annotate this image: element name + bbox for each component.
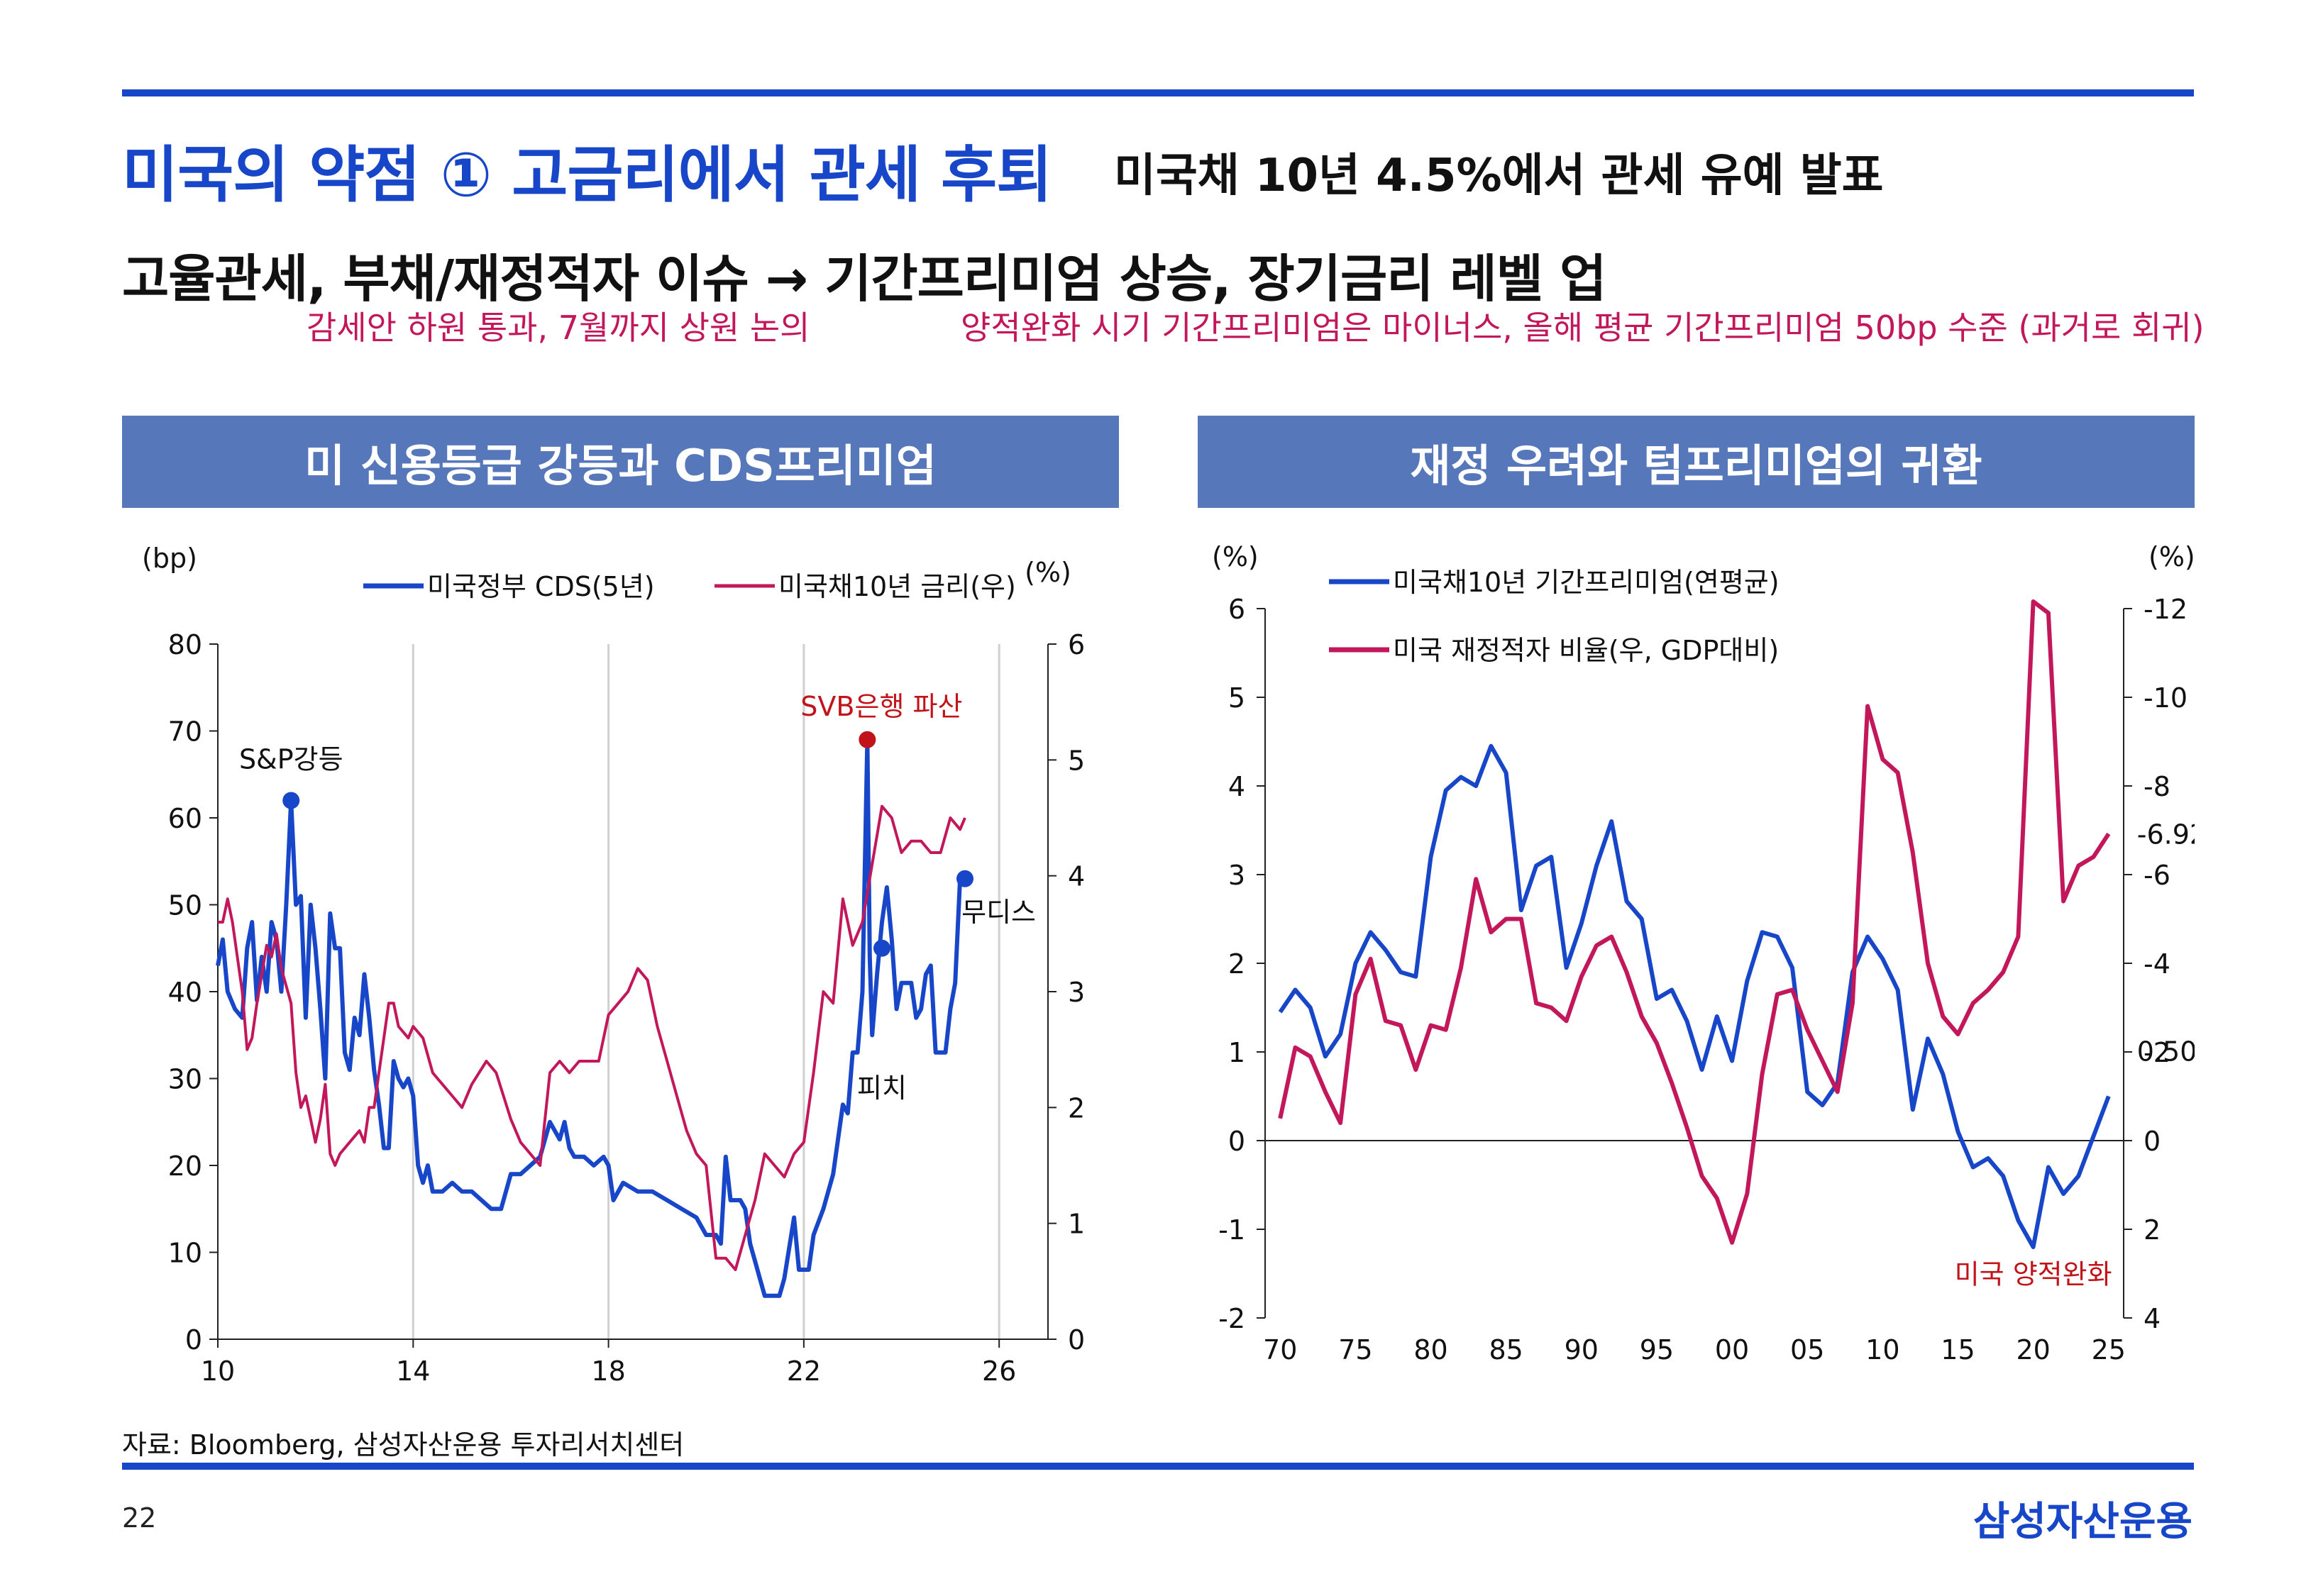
- left-unit-label: (%): [1212, 541, 1259, 572]
- annotation-marker: [282, 792, 300, 809]
- x-tick-label: 80: [1413, 1334, 1447, 1365]
- y-tick-label: 10: [168, 1238, 202, 1269]
- x-tick-label: 10: [201, 1356, 235, 1387]
- x-tick-label: 70: [1263, 1334, 1297, 1365]
- y2-tick-label: 5: [1068, 745, 1085, 776]
- x-tick-label: 25: [2092, 1334, 2126, 1365]
- y2-tick-label: 1: [1068, 1209, 1085, 1240]
- y2-tick-label: 2: [2144, 1214, 2161, 1246]
- annotation-label: 피치: [857, 1073, 907, 1104]
- x-tick-label: 14: [396, 1356, 430, 1387]
- y2-tick-label: 4: [2144, 1303, 2161, 1334]
- legend-label: 미국채10년 금리(우): [778, 571, 1016, 602]
- x-tick-label: 26: [982, 1356, 1016, 1387]
- y-tick-label: -1: [1218, 1214, 1245, 1246]
- y2-tick-label: 0: [1068, 1324, 1085, 1356]
- y-tick-label: 30: [168, 1064, 202, 1095]
- y-tick-label: 70: [168, 716, 202, 748]
- y-tick-label: 0: [1228, 1126, 1245, 1157]
- y-tick-label: 80: [168, 629, 202, 660]
- left-unit-label: (bp): [142, 543, 197, 574]
- right-panel-title: 재정 우려와 텀프리미엄의 귀환: [1198, 416, 2195, 508]
- right-unit-label: (%): [1025, 557, 1071, 588]
- y-tick-label: 3: [1228, 860, 1245, 891]
- right-unit-label: (%): [2148, 541, 2195, 572]
- page-title: 미국의 약점 ① 고금리에서 관세 후퇴: [122, 140, 1052, 211]
- page-subtitle: 미국채 10년 4.5%에서 관세 유예 발표: [1114, 150, 1884, 202]
- series-line: [216, 737, 963, 1298]
- series-line: [1278, 599, 2111, 1245]
- y2-tick-label: -2: [2144, 1037, 2170, 1068]
- y-tick-label: 6: [1228, 594, 1245, 625]
- annotation-marker: [956, 870, 973, 887]
- y2-tick-label: -8: [2144, 771, 2170, 802]
- note-right: 양적완화 시기 기간프리미엄은 마이너스, 올해 평균 기간프리미엄 50bp …: [961, 309, 2205, 347]
- y-tick-label: 0: [185, 1324, 202, 1356]
- y2-tick-label: 4: [1068, 861, 1085, 892]
- x-tick-label: 95: [1640, 1334, 1674, 1365]
- brand-logo: 삼성자산운용: [1973, 1499, 2192, 1545]
- note-left: 감세안 하원 통과, 7월까지 상원 논의: [307, 309, 810, 347]
- x-tick-label: 20: [2016, 1334, 2050, 1365]
- y2-tick-label: 6: [1068, 629, 1085, 660]
- y-tick-label: 4: [1228, 771, 1245, 802]
- y-tick-label: 20: [168, 1151, 202, 1182]
- annotation-label: S&P강등: [239, 744, 343, 775]
- x-tick-label: 10: [1865, 1334, 1899, 1365]
- series-end-label: -6.92: [2137, 819, 2195, 850]
- y-tick-label: 5: [1228, 682, 1245, 714]
- left-panel-title: 미 신용등급 강등과 CDS프리미엄: [122, 416, 1119, 508]
- y2-tick-label: 2: [1068, 1092, 1085, 1124]
- annotation-label: 무디스: [961, 897, 1036, 928]
- series-line: [218, 804, 966, 1271]
- y2-tick-label: 3: [1068, 977, 1085, 1008]
- page-number: 22: [122, 1502, 157, 1534]
- y2-tick-label: -4: [2144, 948, 2170, 980]
- x-tick-label: 15: [1941, 1334, 1975, 1365]
- series-line: [1278, 743, 2111, 1249]
- x-tick-label: 22: [787, 1356, 821, 1387]
- legend-label: 미국 재정적자 비율(우, GDP대비): [1393, 635, 1779, 666]
- y2-tick-label: -6: [2144, 860, 2170, 891]
- source-note: 자료: Bloomberg, 삼성자산운용 투자리서치센터: [122, 1429, 685, 1461]
- annotation-label: 미국 양적완화: [1955, 1259, 2112, 1290]
- series-end-label: 0.50: [2137, 1036, 2195, 1068]
- y-tick-label: -2: [1218, 1303, 1245, 1334]
- x-tick-label: 75: [1338, 1334, 1372, 1365]
- y-tick-label: 40: [168, 977, 202, 1008]
- x-tick-label: 05: [1790, 1334, 1824, 1365]
- y2-tick-label: -12: [2144, 594, 2188, 625]
- x-tick-label: 85: [1489, 1334, 1523, 1365]
- y-tick-label: 2: [1228, 948, 1245, 980]
- headline: 고율관세, 부채/재정적자 이슈 → 기간프리미엄 상승, 장기금리 레벨 업: [122, 249, 1606, 309]
- y2-tick-label: -10: [2144, 682, 2188, 714]
- annotation-marker: [873, 939, 890, 957]
- y-tick-label: 50: [168, 890, 202, 921]
- bottom-rule: [122, 1463, 2194, 1470]
- y2-tick-label: 0: [2144, 1126, 2161, 1157]
- legend-label: 미국채10년 기간프리미엄(연평균): [1393, 567, 1780, 598]
- y-tick-label: 60: [168, 803, 202, 834]
- x-tick-label: 18: [591, 1356, 625, 1387]
- x-tick-label: 90: [1565, 1334, 1599, 1365]
- y-tick-label: 1: [1228, 1037, 1245, 1068]
- x-tick-label: 00: [1715, 1334, 1749, 1365]
- top-rule: [122, 89, 2194, 96]
- annotation-label: SVB은행 파산: [800, 691, 962, 722]
- legend-label: 미국정부 CDS(5년): [427, 571, 655, 602]
- annotation-marker: [859, 731, 876, 748]
